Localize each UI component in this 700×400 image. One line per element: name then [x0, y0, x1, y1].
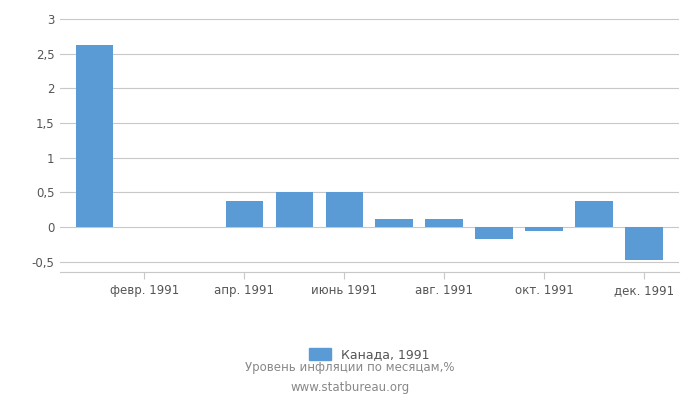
Bar	[276, 192, 313, 227]
Bar	[575, 201, 612, 227]
Bar	[475, 227, 513, 240]
Legend: Канада, 1991: Канада, 1991	[304, 343, 435, 366]
Bar	[225, 201, 263, 227]
Bar	[625, 227, 663, 260]
Bar	[426, 219, 463, 227]
Bar	[526, 227, 563, 231]
Bar	[375, 219, 413, 227]
Bar	[326, 192, 363, 227]
Text: www.statbureau.org: www.statbureau.org	[290, 382, 410, 394]
Bar	[76, 44, 113, 227]
Text: Уровень инфляции по месяцам,%: Уровень инфляции по месяцам,%	[245, 362, 455, 374]
